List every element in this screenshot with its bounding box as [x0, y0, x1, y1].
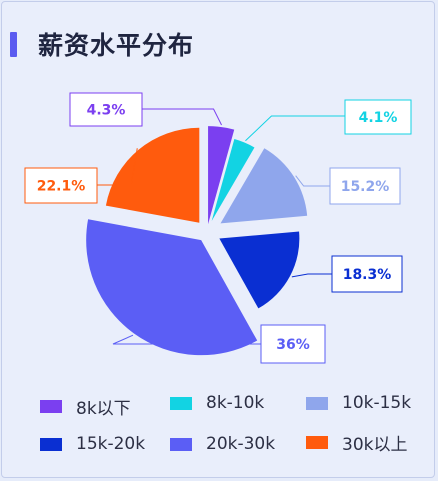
legend-swatch [306, 435, 328, 449]
legend-label: 8k以下 [76, 398, 131, 419]
pie-slice-3[interactable] [219, 231, 300, 309]
legend-swatch [306, 396, 328, 410]
legend-item-1[interactable]: 8k-10k [170, 393, 264, 413]
pie-slice-2[interactable] [220, 148, 308, 224]
pie-slice-1[interactable] [211, 139, 255, 221]
leader-line-5 [97, 148, 138, 186]
legend-swatch [170, 396, 192, 410]
legend-label: 20k-30k [206, 434, 276, 454]
legend-swatch [40, 399, 62, 413]
pie-slice-0[interactable] [208, 126, 235, 225]
legend-label: 10k-15k [342, 393, 412, 413]
data-label-0: 4.3% [87, 103, 126, 119]
pie-slice-4[interactable] [86, 219, 258, 356]
legend-label: 30k以上 [342, 434, 408, 455]
leader-line-3 [291, 273, 332, 278]
leader-line-0 [142, 108, 222, 126]
data-label-4: 36% [276, 337, 310, 353]
data-label-box-0 [69, 92, 143, 127]
legend-item-2[interactable]: 10k-15k [306, 393, 411, 413]
data-label-5: 22.1% [37, 179, 86, 195]
data-label-box-2 [329, 167, 401, 205]
title-accent-bar [10, 32, 17, 57]
data-label-box-5 [24, 167, 98, 204]
data-label-box-1 [344, 99, 412, 135]
leader-line-1 [245, 115, 345, 142]
data-label-2: 15.2% [341, 179, 390, 195]
data-label-3: 18.3% [343, 267, 392, 283]
data-label-box-3 [331, 255, 403, 293]
chart-title: 薪资水平分布 [38, 31, 195, 60]
legend-label: 8k-10k [206, 393, 265, 413]
data-label-box-4 [260, 324, 326, 364]
legend-item-5[interactable]: 30k以上 [306, 432, 408, 455]
legend-item-3[interactable]: 15k-20k [40, 434, 145, 454]
data-label-1: 4.1% [359, 110, 398, 126]
legend-swatch [40, 437, 62, 451]
legend-item-0[interactable]: 8k以下 [40, 396, 131, 419]
legend-swatch [170, 437, 192, 451]
pie-slice-5[interactable] [105, 127, 200, 223]
leader-line-2 [295, 175, 330, 187]
legend-label: 15k-20k [76, 434, 146, 454]
legend-item-4[interactable]: 20k-30k [170, 434, 275, 454]
leader-line-4 [112, 334, 261, 345]
